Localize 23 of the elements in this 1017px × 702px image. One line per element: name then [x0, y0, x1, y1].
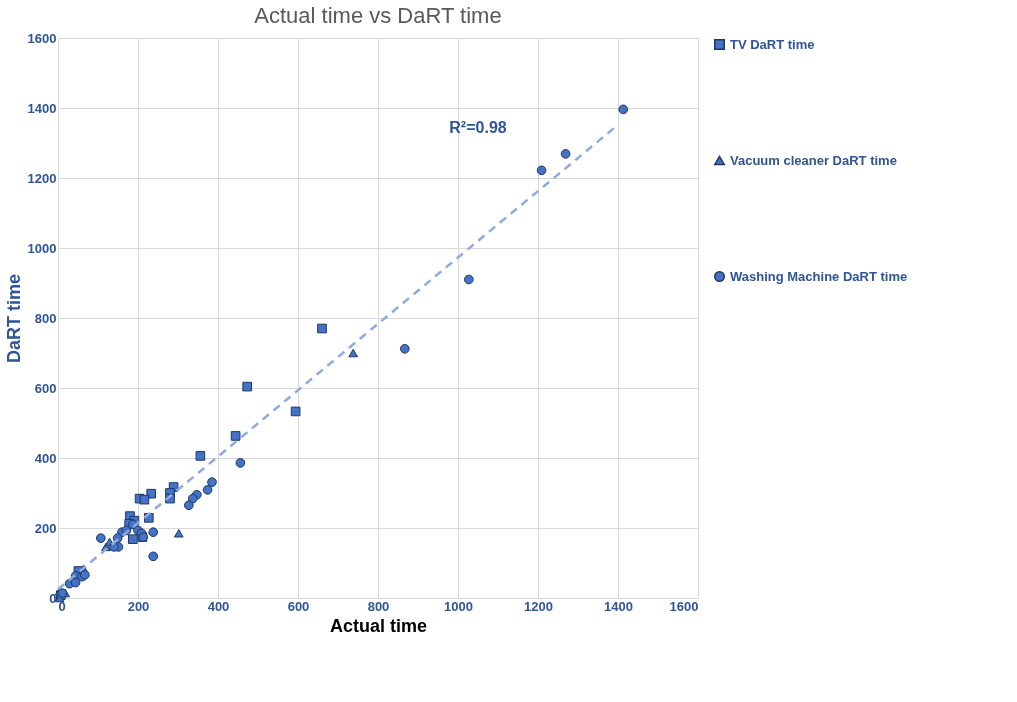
- x-tick-label: 1000: [444, 598, 473, 614]
- y-tick-label: 1400: [27, 100, 57, 116]
- y-tick-label: 200: [34, 520, 57, 536]
- x-tick-label: 200: [127, 598, 150, 614]
- legend-label: Vacuum cleaner DaRT time: [730, 152, 897, 168]
- y-tick-label: 600: [34, 380, 57, 396]
- y-tick-label: 400: [34, 450, 57, 466]
- y-tick-label: 1200: [27, 170, 57, 186]
- legend-label: TV DaRT time: [730, 36, 815, 52]
- x-tick-label: 1400: [604, 598, 633, 614]
- y-tick-label: 1000: [27, 240, 57, 256]
- chart-title: Actual time vs DaRT time: [254, 3, 502, 28]
- x-axis-title: Actual time: [329, 615, 428, 636]
- legend-label: Washing Machine DaRT time: [730, 268, 908, 284]
- x-tick-label: 800: [367, 598, 390, 614]
- annotation: R²=0.98: [449, 119, 507, 136]
- y-tick-label: 1600: [27, 30, 57, 46]
- y-tick-label: 800: [34, 310, 57, 326]
- x-tick-label: 1600: [669, 598, 699, 614]
- y-axis-title: DaRT time: [3, 273, 24, 364]
- x-tick-label: 600: [287, 598, 310, 614]
- x-tick-label: 1200: [524, 598, 553, 614]
- x-tick-label: 400: [207, 598, 230, 614]
